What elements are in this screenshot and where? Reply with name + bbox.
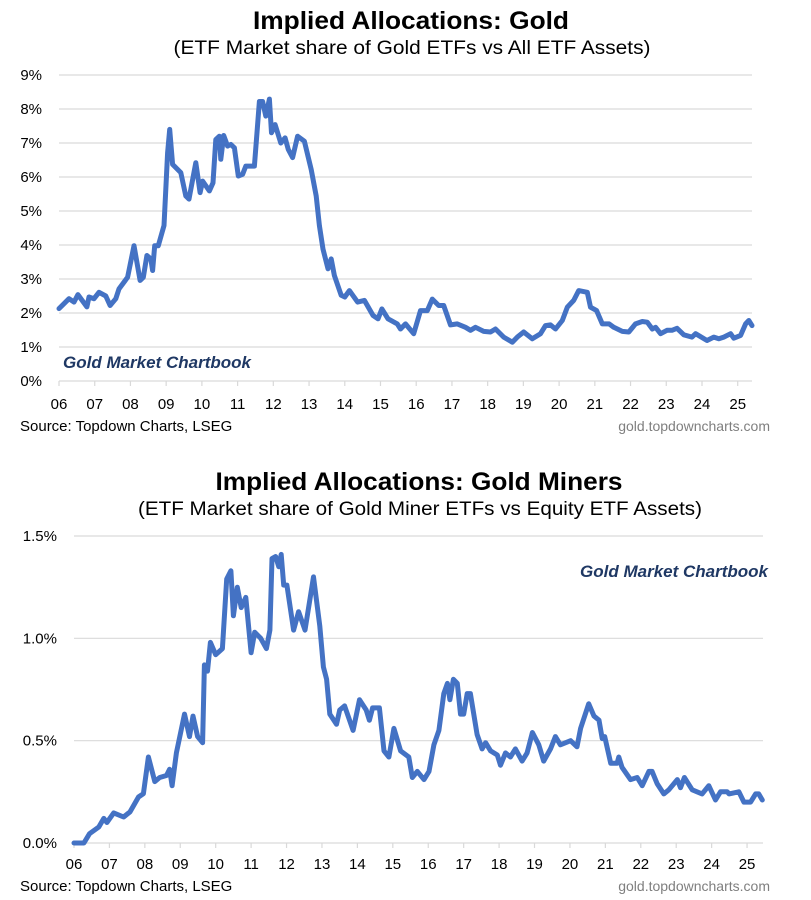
x-tick-label: 18 [479, 396, 496, 413]
y-tick-label: 0.0% [23, 835, 57, 852]
x-tick-label: 11 [230, 396, 246, 413]
website-url: gold.topdowncharts.com [618, 878, 770, 894]
y-tick-label: 0% [20, 373, 42, 390]
x-tick-label: 06 [66, 856, 83, 873]
x-tick-label: 12 [278, 856, 295, 873]
chart-subtitle: (ETF Market share of Gold Miner ETFs vs … [138, 499, 702, 520]
y-gridlines [73, 535, 763, 848]
x-tick-label: 17 [455, 856, 472, 873]
x-tick-labels: 06 07 08 09 10 11 12 13 14 15 16 17 18 19 20 21 22 23 24 25 [66, 856, 756, 873]
x-tick-label: 22 [632, 856, 649, 873]
y-tick-label: 3% [20, 271, 42, 288]
x-tick-label: 20 [551, 396, 568, 413]
x-tick-label: 23 [658, 396, 675, 413]
x-tick-label: 15 [384, 856, 401, 873]
x-tick-label: 19 [515, 396, 532, 413]
y-tick-label: 9% [20, 67, 42, 84]
x-tick-label: 07 [101, 856, 118, 873]
website-url: gold.topdowncharts.com [618, 418, 770, 434]
x-tick-label: 16 [420, 856, 437, 873]
x-tick-label: 08 [137, 856, 154, 873]
y-tick-label: 7% [20, 135, 42, 152]
x-tick-label: 16 [408, 396, 425, 413]
y-tick-labels: 0% 1% 2% 3% 4% 5% 6% 7% 8% 9% [20, 67, 42, 390]
watermark-label: Gold Market Chartbook [63, 353, 253, 372]
y-tick-label: 0.5% [23, 733, 57, 750]
source-note: Source: Topdown Charts, LSEG [20, 418, 232, 435]
x-tick-label: 22 [622, 396, 639, 413]
x-tick-label: 21 [586, 396, 603, 413]
x-tick-label: 25 [739, 856, 756, 873]
y-gridlines [58, 74, 752, 386]
x-tick-label: 08 [122, 396, 139, 413]
chart-gold-miners: Implied Allocations: Gold Miners (ETF Ma… [20, 468, 770, 895]
y-tick-label: 2% [20, 305, 42, 322]
x-tick-label: 10 [207, 856, 224, 873]
chart-subtitle: (ETF Market share of Gold ETFs vs All ET… [174, 38, 651, 59]
x-tick-label: 14 [336, 396, 353, 413]
y-tick-label: 4% [20, 237, 42, 254]
x-tick-label: 10 [194, 396, 211, 413]
x-tick-label: 06 [51, 396, 68, 413]
chart-title: Implied Allocations: Gold [253, 7, 569, 35]
y-tick-label: 5% [20, 203, 42, 220]
chart-gold: Implied Allocations: Gold (ETF Market sh… [20, 7, 770, 435]
x-tick-label: 20 [562, 856, 579, 873]
series-line [56, 96, 755, 345]
y-tick-labels: 0.0% 0.5% 1.0% 1.5% [23, 528, 57, 852]
x-tick-label: 25 [729, 396, 746, 413]
x-tick-label: 23 [668, 856, 685, 873]
x-tick-label: 09 [158, 396, 175, 413]
x-tick-label: 13 [301, 396, 318, 413]
x-tick-label: 07 [86, 396, 103, 413]
x-tick-label: 21 [597, 856, 614, 873]
x-tick-label: 14 [349, 856, 366, 873]
x-tick-label: 17 [444, 396, 461, 413]
x-tick-label: 09 [172, 856, 189, 873]
y-tick-label: 8% [20, 101, 42, 118]
y-tick-label: 1.5% [23, 528, 57, 545]
x-tick-labels: 06 07 08 09 10 11 12 13 14 15 16 17 18 19 20 21 22 23 24 25 [51, 396, 746, 413]
x-tick-label: 18 [491, 856, 508, 873]
x-tick-label: 12 [265, 396, 282, 413]
source-note: Source: Topdown Charts, LSEG [20, 878, 232, 895]
y-tick-label: 1% [20, 339, 42, 356]
x-tick-label: 24 [694, 396, 711, 413]
y-tick-label: 1.0% [23, 630, 57, 647]
x-tick-label: 15 [372, 396, 389, 413]
x-tick-label: 24 [703, 856, 720, 873]
x-tick-label: 11 [243, 856, 259, 873]
y-tick-label: 6% [20, 169, 42, 186]
series-line [71, 551, 765, 846]
chart-title: Implied Allocations: Gold Miners [216, 468, 623, 496]
watermark-label: Gold Market Chartbook [580, 562, 770, 581]
x-tick-label: 13 [314, 856, 331, 873]
x-tick-label: 19 [526, 856, 543, 873]
